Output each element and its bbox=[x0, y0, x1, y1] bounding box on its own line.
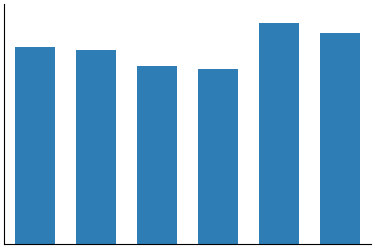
Bar bbox=[137, 66, 177, 244]
Bar bbox=[76, 50, 116, 244]
Bar bbox=[320, 33, 360, 244]
Bar bbox=[198, 69, 238, 244]
Bar bbox=[259, 23, 299, 244]
Bar bbox=[15, 47, 55, 244]
